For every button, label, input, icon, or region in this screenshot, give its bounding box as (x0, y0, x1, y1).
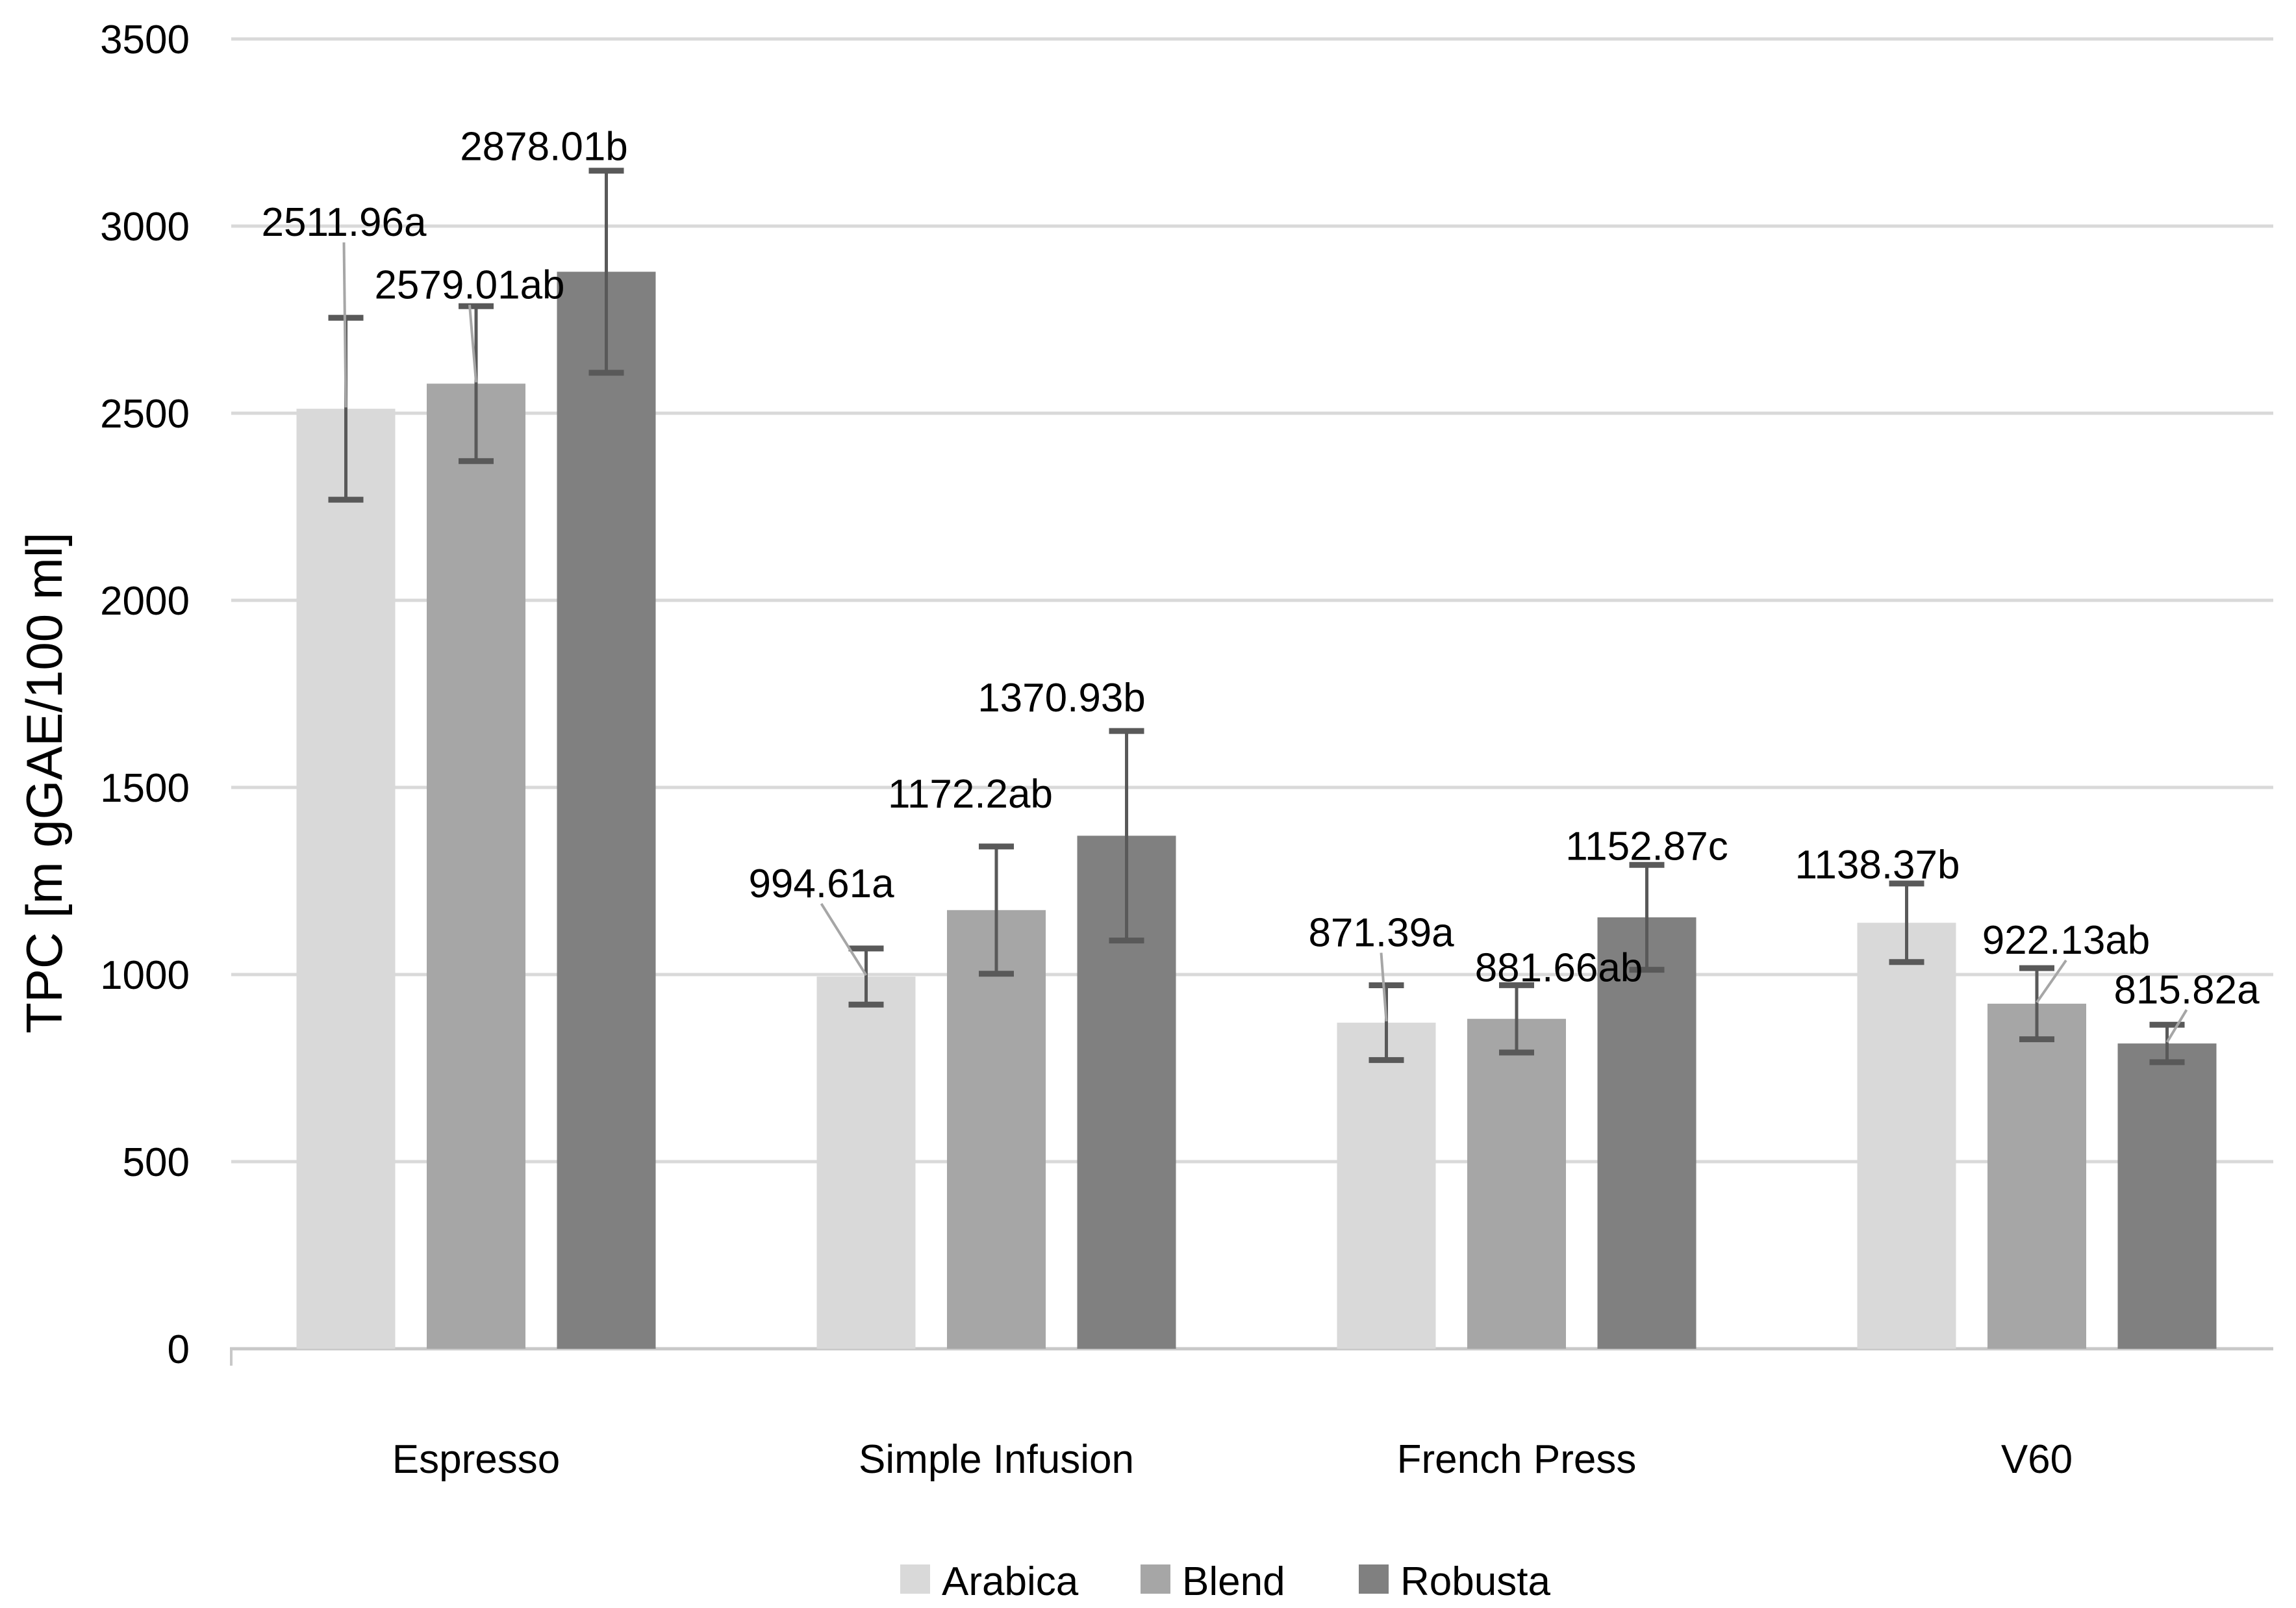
y-tick-label: 3000 (100, 205, 190, 249)
bar-french-press-arabica (1337, 1023, 1436, 1349)
bar-espresso-robusta (557, 272, 656, 1349)
legend-item-blend: Blend (1141, 1559, 1285, 1604)
data-labels-group: 2511.96a 994.61a 871.39a 1138.37b 2579.01ab 1… (262, 125, 2260, 1013)
label-leader-line (468, 305, 477, 383)
error-bar (1109, 728, 1144, 944)
leader-lines-group (342, 242, 2188, 1043)
category-label-simple-infusion: Simple Infusion (859, 1437, 1134, 1482)
error-bar (588, 168, 624, 376)
legend-swatch-robusta (1359, 1564, 1389, 1594)
data-label: 1152.87c (1565, 824, 1728, 869)
data-label: 815.82a (2113, 967, 2260, 1012)
y-tick-label: 2500 (100, 392, 190, 437)
legend-label: Blend (1182, 1559, 1285, 1604)
legend-swatch-blend (1141, 1564, 1170, 1594)
legend: Arabica Blend Robusta (900, 1559, 1550, 1604)
gridlines-group (230, 37, 2273, 1366)
label-leader-line (2165, 1009, 2188, 1043)
bar-french-press-blend (1467, 1019, 1566, 1349)
data-label: 881.66ab (1475, 945, 1643, 990)
label-leader-line (1380, 952, 1388, 1022)
data-label: 2511.96a (262, 200, 427, 245)
x-axis-category-labels: Espresso Simple Infusion French Press V60 (392, 1437, 2073, 1482)
bar-simple-infusion-blend (947, 910, 1046, 1349)
legend-item-arabica: Arabica (900, 1559, 1079, 1604)
bar-v60-blend (1987, 1003, 2086, 1349)
legend-item-robusta: Robusta (1359, 1559, 1550, 1604)
data-label: 2878.01b (460, 125, 628, 170)
y-tick-label: 1000 (100, 953, 190, 998)
bars-group (296, 272, 2217, 1349)
data-label: 871.39a (1308, 910, 1454, 955)
error-bar (1889, 880, 1924, 965)
error-bar (1499, 982, 1534, 1056)
y-tick-label: 3500 (100, 18, 190, 62)
y-tick-label: 500 (123, 1140, 190, 1185)
data-label: 922.13ab (1982, 918, 2151, 963)
bar-simple-infusion-arabica (816, 976, 916, 1349)
error-bar (1629, 861, 1665, 973)
y-tick-label: 2000 (100, 579, 190, 624)
label-leader-line (2036, 959, 2067, 1003)
error-bar (459, 303, 494, 465)
data-label: 1370.93b (978, 676, 1146, 721)
data-label: 1172.2ab (888, 772, 1053, 817)
legend-label: Robusta (1400, 1559, 1550, 1604)
error-bar (1369, 982, 1404, 1064)
legend-label: Arabica (942, 1559, 1079, 1604)
y-axis-title: TPC [m gGAE/100 ml] (16, 532, 73, 1034)
bar-french-press-robusta (1597, 917, 1697, 1349)
bar-espresso-arabica (296, 409, 396, 1349)
error-bar (848, 945, 884, 1008)
y-tick-label: 0 (168, 1327, 190, 1372)
error-bars-group (328, 168, 2185, 1066)
bar-v60-robusta (2117, 1043, 2217, 1349)
category-label-espresso: Espresso (392, 1437, 560, 1482)
bar-v60-arabica (1857, 923, 1956, 1349)
error-bar (2019, 965, 2054, 1043)
category-label-v60: V60 (2001, 1437, 2073, 1482)
bar-espresso-blend (427, 383, 525, 1349)
data-label: 1138.37b (1795, 843, 1960, 887)
category-label-french-press: French Press (1397, 1437, 1637, 1482)
data-label: 2579.01ab (374, 262, 564, 307)
label-leader-line (342, 242, 347, 408)
error-bar (979, 843, 1014, 977)
data-label: 994.61a (748, 861, 894, 906)
legend-swatch-arabica (900, 1564, 930, 1594)
label-leader-line (820, 902, 868, 976)
y-tick-label: 1500 (100, 766, 190, 811)
y-axis-tick-labels: 0 500 1000 1500 2000 2500 3000 3500 (100, 18, 190, 1372)
